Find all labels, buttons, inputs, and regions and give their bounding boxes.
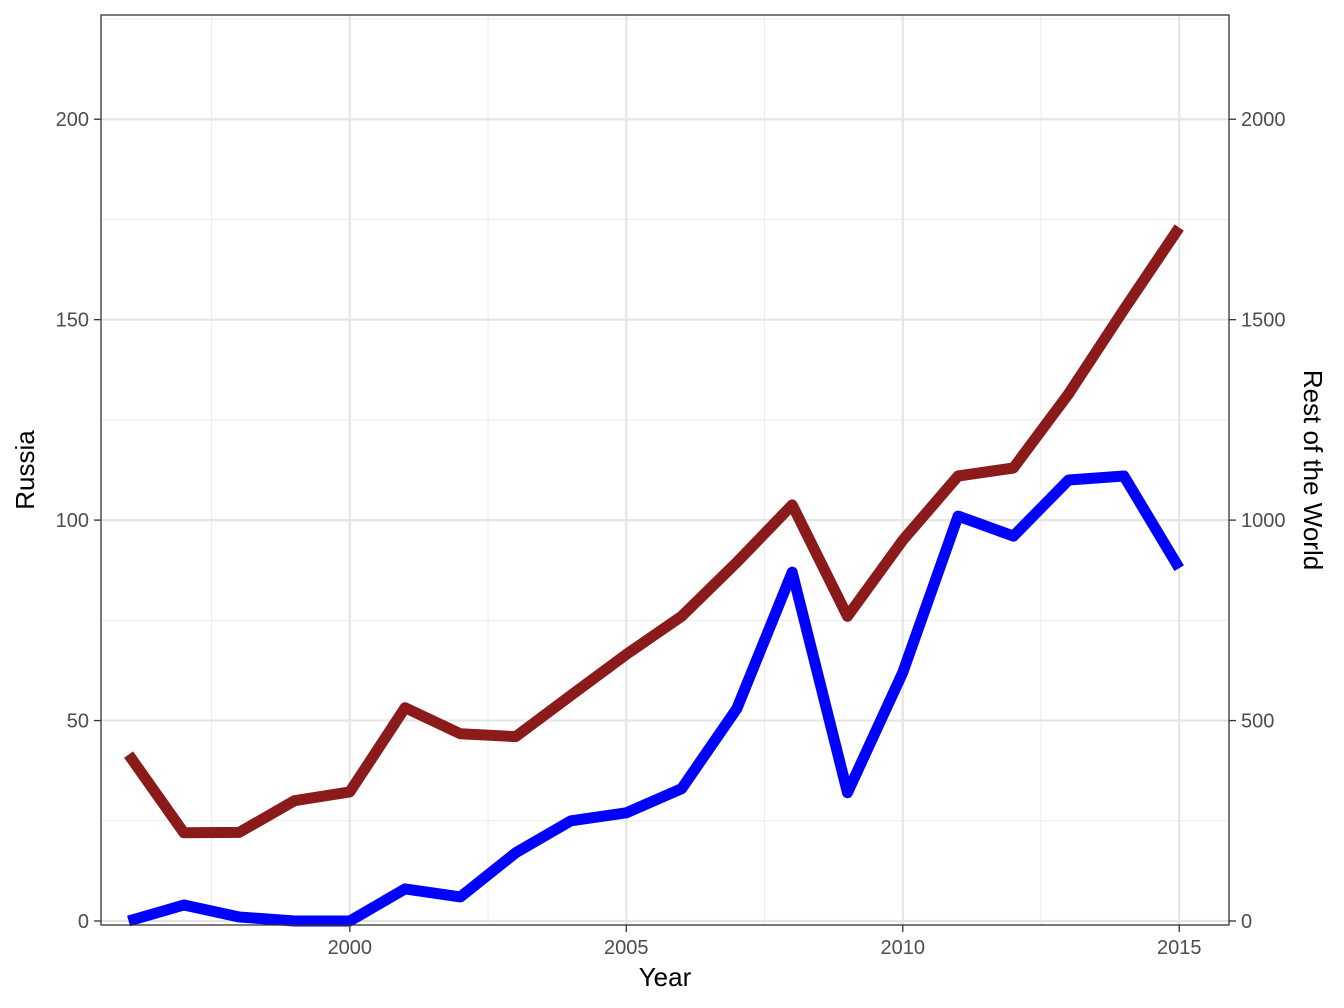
panel-background <box>101 15 1229 925</box>
left-y-axis-title: Russia <box>10 430 40 510</box>
left-y-axis: 0 50 100 150 200 <box>56 109 101 933</box>
right-y-axis-title: Rest of the World <box>1298 370 1328 570</box>
series-layer <box>124 224 1184 927</box>
right-y-tick-label: 1500 <box>1241 310 1286 332</box>
grid-minor <box>101 15 1229 925</box>
right-y-tick-label: 0 <box>1241 911 1252 933</box>
x-tick-label: 2010 <box>881 937 926 959</box>
right-y-tick-label: 500 <box>1241 711 1274 733</box>
right-y-tick-label: 2000 <box>1241 109 1286 131</box>
russia-series-line <box>127 470 1184 927</box>
x-tick-label: 2000 <box>328 937 373 959</box>
right-y-axis: 0 500 1000 1500 2000 <box>1229 109 1286 933</box>
panel-border <box>100 14 1230 926</box>
x-axis: 2000 2005 2010 2015 <box>328 925 1202 959</box>
left-y-tick-label: 150 <box>56 310 89 332</box>
rest-of-world-series-line <box>124 224 1184 839</box>
right-y-tick-label: 1000 <box>1241 510 1286 532</box>
left-y-tick-label: 0 <box>78 911 89 933</box>
left-y-tick-label: 100 <box>56 510 89 532</box>
left-y-tick-label: 50 <box>67 711 89 733</box>
x-tick-label: 2015 <box>1157 937 1202 959</box>
x-axis-title: Year <box>639 962 692 992</box>
left-y-tick-label: 200 <box>56 109 89 131</box>
x-tick-label: 2005 <box>604 937 649 959</box>
